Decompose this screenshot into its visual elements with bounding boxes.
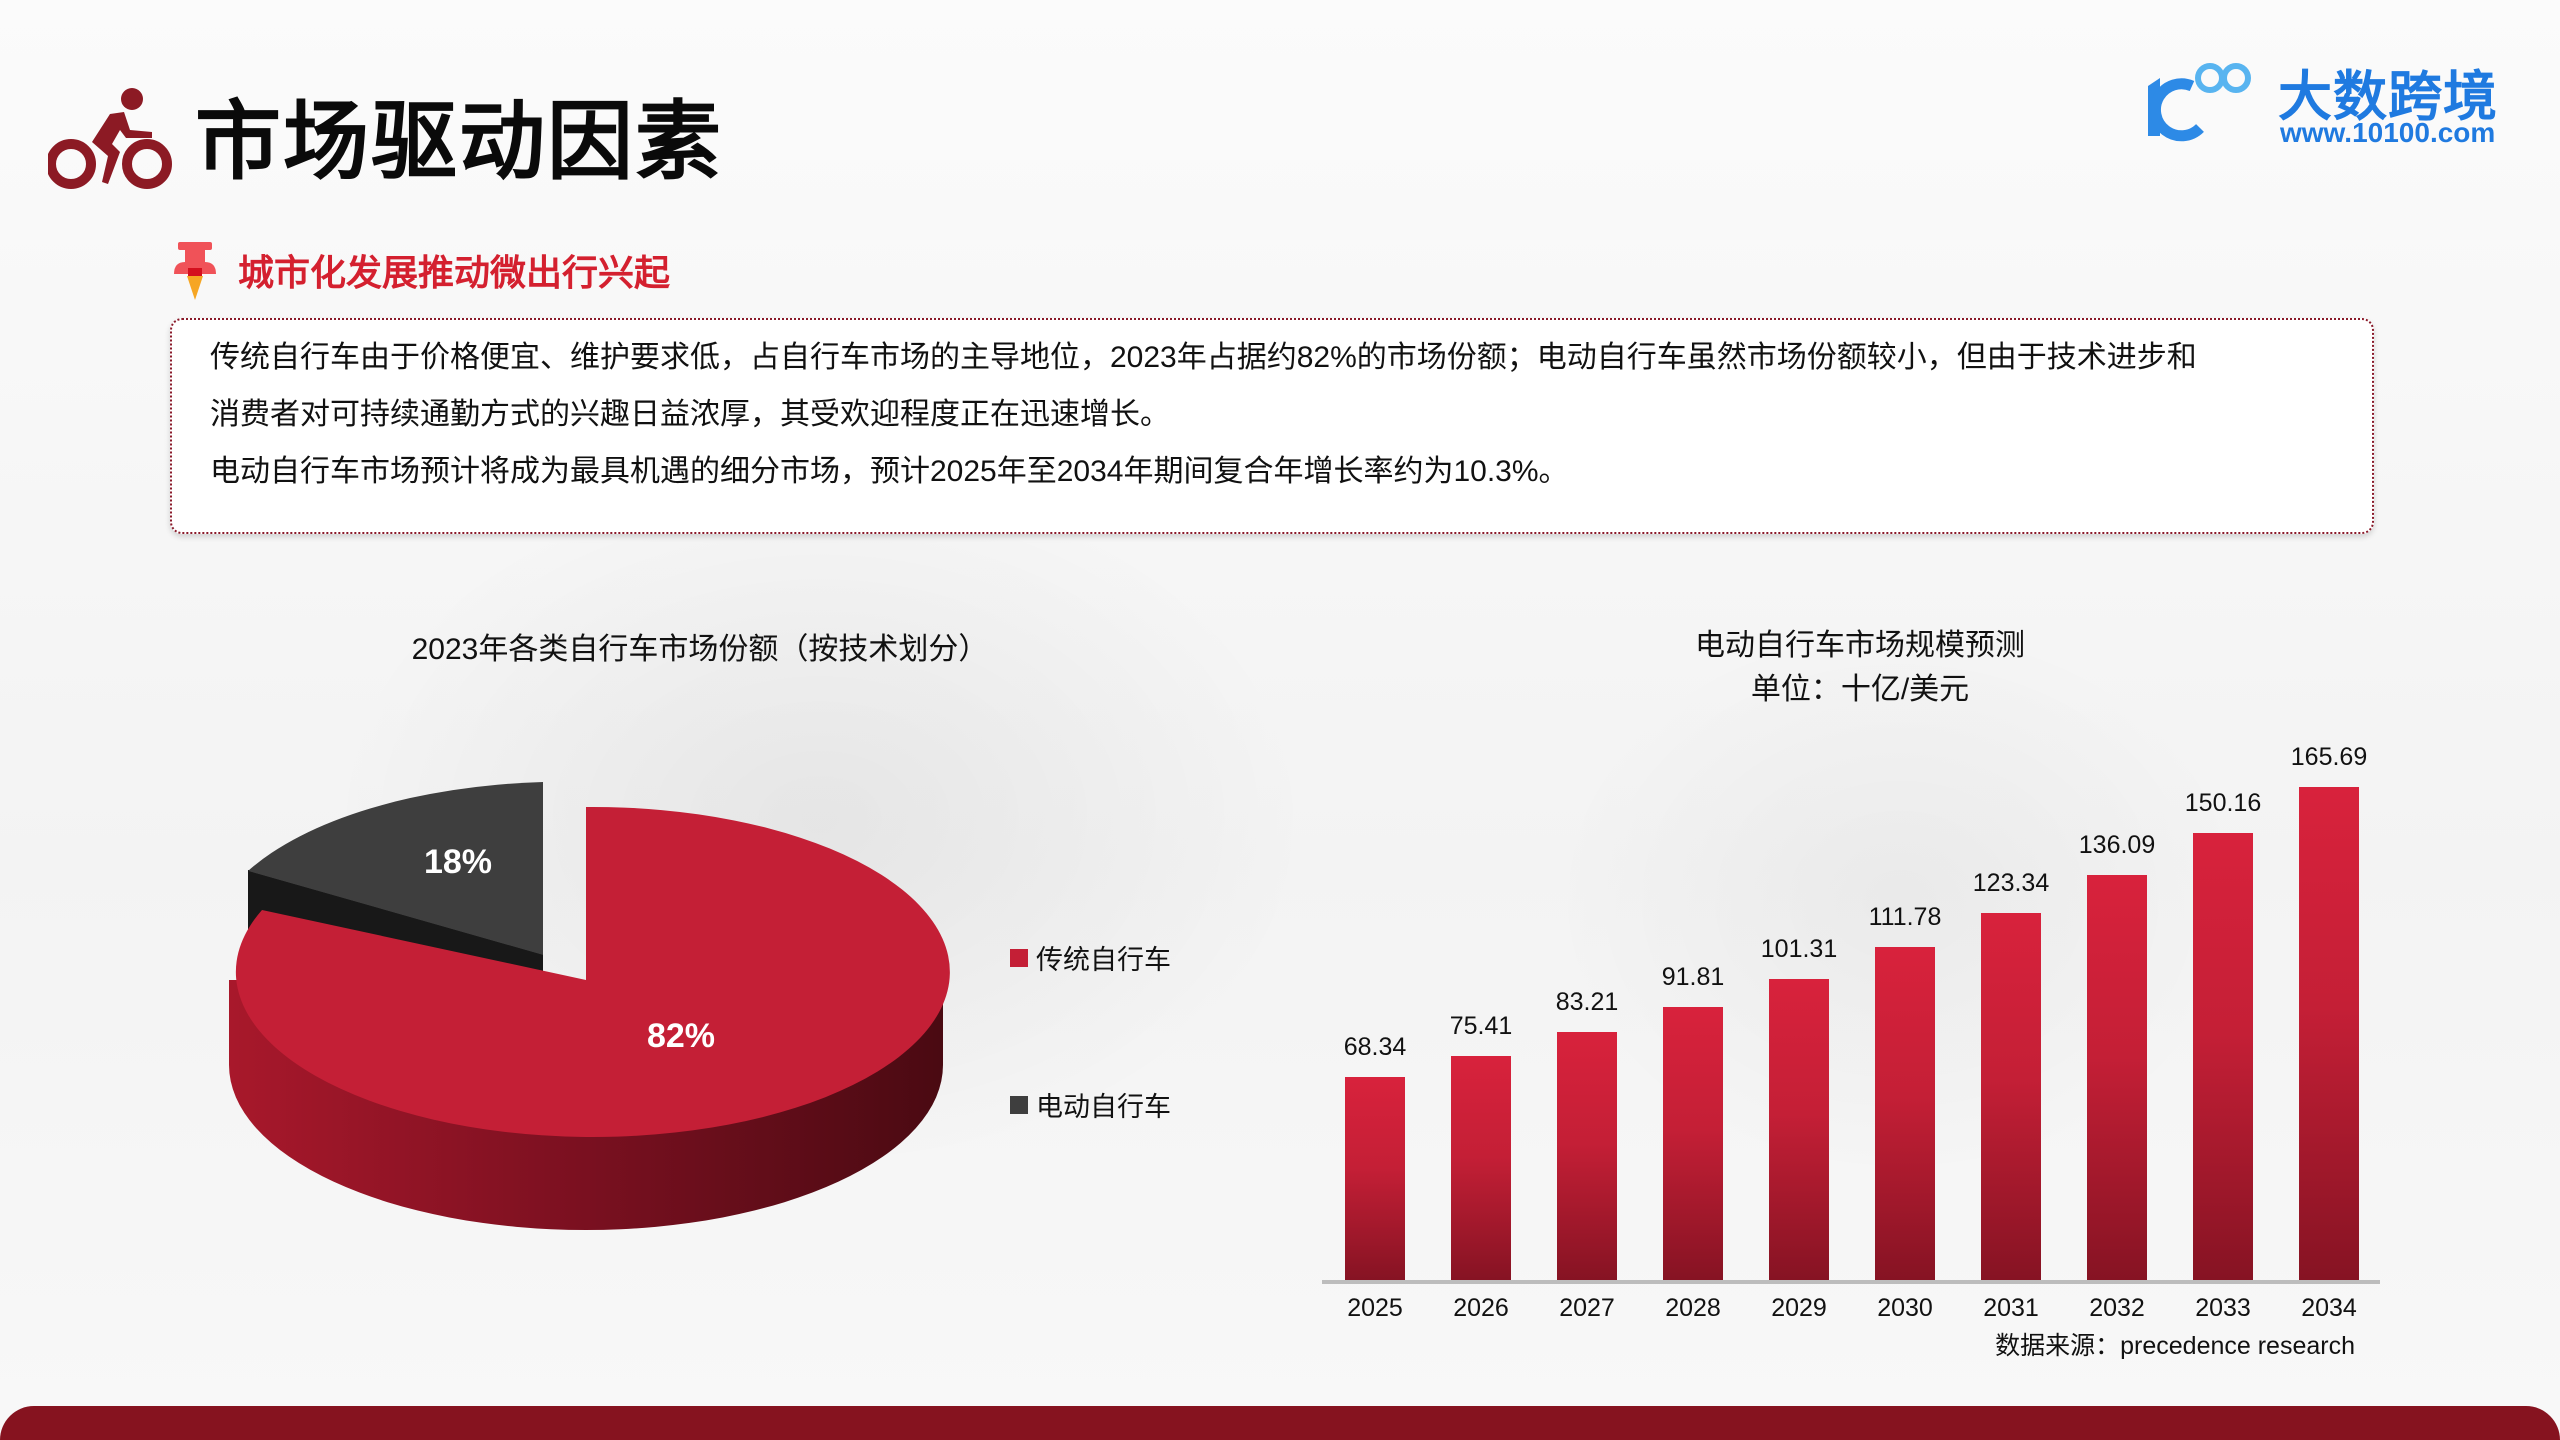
footer-bar xyxy=(0,1406,2560,1440)
logo-url: www.10100.com xyxy=(2280,117,2496,148)
pie-legend: 传统自行车 电动自行车 xyxy=(1010,938,1171,1124)
paragraph-3: 电动自行车市场预计将成为最具机遇的细分市场，预计2025年至2034年期间复合年… xyxy=(210,455,1569,488)
data-source: 数据来源：precedence research xyxy=(1995,1332,2355,1360)
pie-label-electric: 18% xyxy=(424,843,492,881)
legend-item-electric: 电动自行车 xyxy=(1010,1085,1171,1124)
pie-chart-title: 2023年各类自行车市场份额（按技术划分） xyxy=(411,633,989,666)
page-title: 市场驱动因素 xyxy=(195,94,723,190)
brand-logo xyxy=(2140,56,2270,151)
logo-brand-name: 大数跨境 xyxy=(2278,67,2498,127)
legend-swatch-red xyxy=(1010,948,1028,967)
logo-mark-icon xyxy=(2148,63,2251,142)
legend-swatch-gray xyxy=(1010,1095,1028,1114)
bar-chart-unit: 单位：十亿/美元 xyxy=(1750,673,1970,706)
x-axis-line xyxy=(1322,1280,2380,1284)
pie-chart: 18% 82% xyxy=(229,782,950,1230)
section-subtitle: 城市化发展推动微出行兴起 xyxy=(238,252,671,293)
pushpin-icon xyxy=(174,242,216,300)
pie-slice-traditional xyxy=(229,806,950,1230)
description-box: 传统自行车由于价格便宜、维护要求低，占自行车市场的主导地位，2023年占据约82… xyxy=(170,318,2374,534)
pie-label-traditional: 82% xyxy=(647,1017,715,1055)
cyclist-icon xyxy=(48,88,172,189)
bar-chart-title: 电动自行车市场规模预测 xyxy=(1695,629,2025,662)
paragraph-2: 消费者对可持续通勤方式的兴趣日益浓厚，其受欢迎程度正在迅速增长。 xyxy=(210,398,1170,431)
paragraph-1: 传统自行车由于价格便宜、维护要求低，占自行车市场的主导地位，2023年占据约82… xyxy=(210,341,2197,374)
legend-item-traditional: 传统自行车 xyxy=(1010,938,1171,977)
